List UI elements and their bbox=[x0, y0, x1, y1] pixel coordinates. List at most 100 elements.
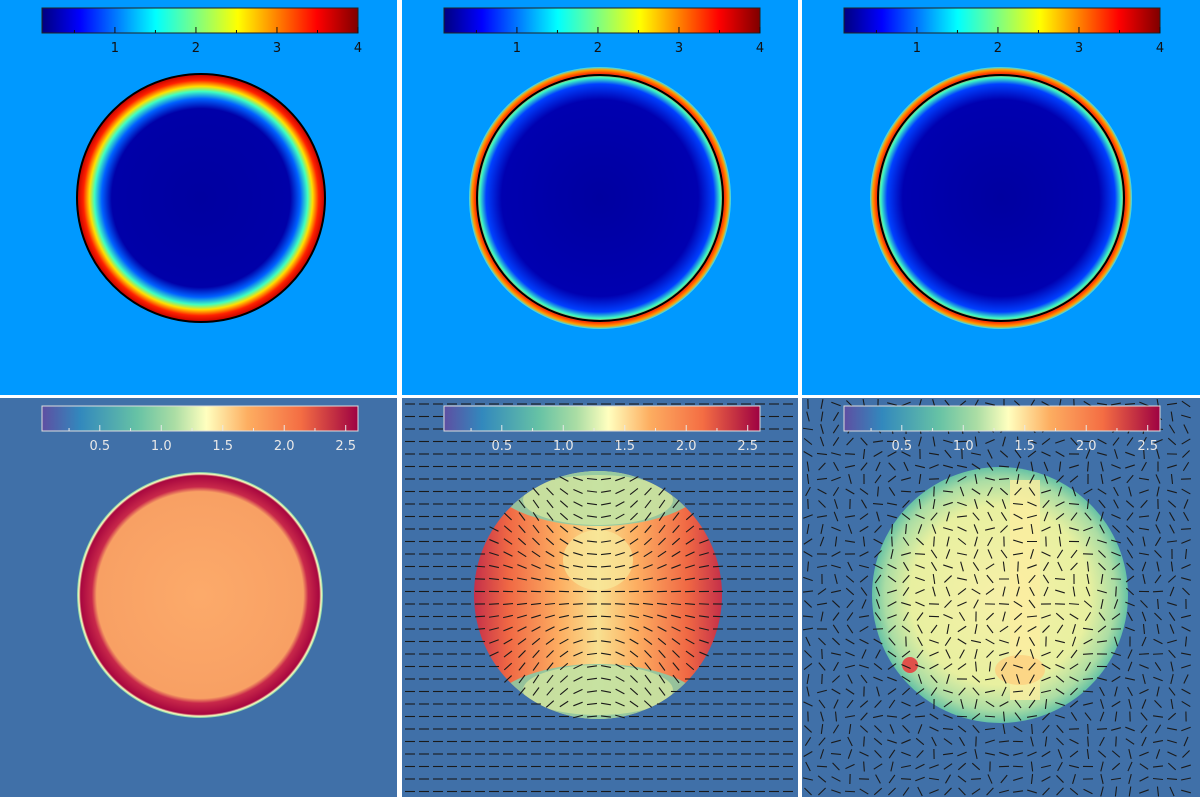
director-dash bbox=[944, 575, 952, 583]
director-dash bbox=[685, 525, 695, 533]
director-dash bbox=[1166, 540, 1178, 543]
director-dash bbox=[532, 499, 540, 509]
director-dash bbox=[847, 674, 853, 684]
director-dash bbox=[559, 525, 569, 533]
director-dash bbox=[573, 513, 583, 520]
director-dash bbox=[1055, 513, 1065, 520]
director-dash bbox=[805, 636, 811, 647]
director-dash bbox=[902, 561, 910, 572]
director-dash bbox=[1100, 598, 1104, 610]
director-dash bbox=[886, 502, 898, 506]
director-dash bbox=[1096, 402, 1108, 406]
director-dash bbox=[1071, 636, 1077, 647]
director-dash bbox=[900, 764, 912, 769]
director-dash bbox=[1154, 662, 1162, 671]
director-dash bbox=[833, 511, 839, 522]
director-dash bbox=[820, 411, 824, 422]
director-dash bbox=[628, 603, 640, 605]
director-dash bbox=[559, 638, 569, 645]
director-dash bbox=[970, 452, 982, 456]
director-dash bbox=[1014, 712, 1022, 721]
director-dash bbox=[887, 663, 897, 670]
director-dash bbox=[698, 603, 710, 605]
director-dash bbox=[1180, 777, 1192, 781]
director-dash bbox=[859, 664, 869, 669]
director-dash bbox=[1169, 511, 1175, 522]
director-dash bbox=[1017, 561, 1019, 572]
director-dash bbox=[1170, 698, 1174, 710]
director-dash bbox=[901, 687, 911, 696]
director-dash bbox=[1027, 564, 1037, 569]
director-dash bbox=[844, 515, 856, 518]
director-dash bbox=[1113, 499, 1119, 509]
director-dash bbox=[531, 614, 541, 619]
director-dash bbox=[600, 502, 612, 506]
director-dash bbox=[1128, 774, 1132, 784]
director-dash bbox=[489, 551, 499, 557]
director-dash bbox=[804, 736, 812, 747]
director-dash bbox=[845, 638, 855, 645]
director-dash bbox=[685, 512, 695, 521]
panel-2-contour bbox=[476, 74, 724, 322]
director-dash bbox=[643, 550, 653, 558]
director-dash bbox=[1140, 724, 1148, 734]
director-dash bbox=[615, 513, 625, 520]
director-dash bbox=[502, 603, 514, 605]
director-dash bbox=[644, 687, 652, 696]
director-dash bbox=[643, 626, 653, 632]
director-dash bbox=[1072, 774, 1076, 784]
director-dash bbox=[804, 787, 812, 796]
director-dash bbox=[818, 637, 826, 646]
director-dash bbox=[960, 561, 964, 572]
director-dash bbox=[805, 761, 811, 772]
director-dash bbox=[901, 751, 911, 757]
director-dash bbox=[890, 761, 894, 772]
director-dash bbox=[831, 476, 841, 482]
director-dash bbox=[1072, 624, 1076, 634]
director-dash bbox=[672, 499, 680, 509]
director-dash bbox=[1182, 587, 1190, 596]
director-dash bbox=[1030, 761, 1034, 772]
director-dash bbox=[1086, 561, 1090, 572]
director-dash bbox=[1125, 464, 1135, 469]
director-dash bbox=[1181, 400, 1191, 408]
director-dash bbox=[1181, 488, 1191, 495]
director-dash bbox=[1181, 438, 1191, 445]
director-dash bbox=[985, 439, 995, 444]
director-dash bbox=[685, 564, 695, 569]
director-dash bbox=[1016, 436, 1020, 447]
director-dash bbox=[658, 512, 666, 521]
director-dash bbox=[1169, 586, 1175, 597]
colorbar-tick-label: 1.5 bbox=[614, 439, 635, 454]
director-dash bbox=[1056, 649, 1064, 659]
director-dash bbox=[1125, 601, 1135, 607]
director-dash bbox=[1029, 586, 1035, 597]
director-dash bbox=[984, 752, 996, 756]
director-dash bbox=[930, 561, 938, 572]
director-dash bbox=[820, 611, 824, 622]
director-dash bbox=[643, 700, 653, 708]
director-dash bbox=[999, 751, 1009, 757]
colorbar-tick-label: 2 bbox=[192, 41, 200, 56]
director-dash bbox=[1041, 676, 1051, 682]
director-dash bbox=[1142, 536, 1146, 547]
colorbar-tick-label: 0.5 bbox=[891, 439, 912, 454]
director-dash bbox=[1114, 786, 1118, 797]
director-dash bbox=[699, 651, 709, 657]
director-dash bbox=[957, 475, 967, 483]
director-dash bbox=[1014, 699, 1022, 709]
director-dash bbox=[1083, 488, 1093, 495]
director-dash bbox=[685, 638, 695, 645]
director-dash bbox=[957, 537, 967, 546]
director-dash bbox=[1013, 513, 1023, 520]
director-dash bbox=[974, 623, 978, 635]
director-dash bbox=[999, 652, 1009, 656]
director-dash bbox=[831, 675, 841, 683]
director-dash bbox=[1070, 549, 1078, 559]
director-dash bbox=[943, 763, 953, 770]
director-dash bbox=[834, 574, 838, 584]
director-dash bbox=[803, 662, 813, 671]
director-dash bbox=[859, 725, 869, 733]
director-dash bbox=[600, 514, 612, 519]
director-dash bbox=[860, 499, 868, 509]
